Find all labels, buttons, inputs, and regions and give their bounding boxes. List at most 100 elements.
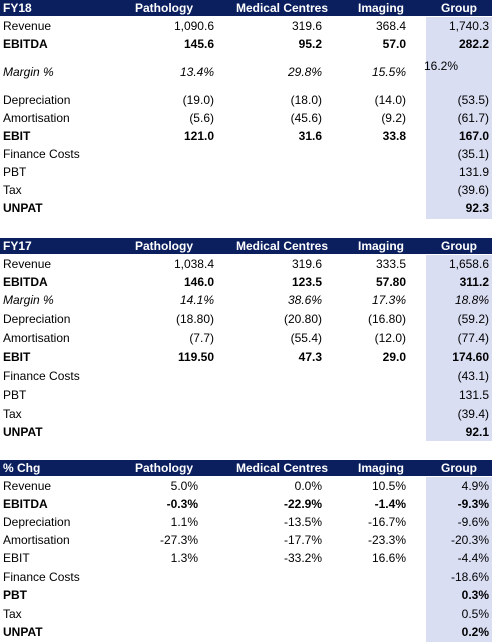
chg-header-row: % Chg Pathology Medical Centres Imaging … bbox=[0, 460, 492, 476]
table-row: Tax (39.4) bbox=[0, 405, 492, 423]
row-label: Margin % bbox=[3, 65, 54, 79]
row-label: Depreciation bbox=[3, 312, 71, 326]
row-label: Finance Costs bbox=[3, 369, 80, 383]
cell-group: 282.2 bbox=[458, 37, 489, 51]
row-label: EBITDA bbox=[3, 37, 48, 51]
cell-medical-centres: -17.7% bbox=[283, 533, 322, 547]
table-row: Revenue 1,090.6 319.6 368.4 1,740.3 bbox=[0, 17, 492, 35]
table-row: UNPAT 0.2% bbox=[0, 623, 492, 641]
cell-pathology: 13.4% bbox=[179, 65, 214, 79]
row-label: Revenue bbox=[3, 19, 52, 33]
cell-imaging: 57.0 bbox=[382, 37, 406, 51]
table-row: EBIT 119.50 47.3 29.0 174.60 bbox=[0, 348, 492, 366]
cell-medical-centres: 95.2 bbox=[298, 37, 322, 51]
row-label: PBT bbox=[3, 588, 27, 602]
row-label: Amortisation bbox=[3, 533, 70, 547]
cell-medical-centres: 319.6 bbox=[291, 257, 322, 271]
cell-pathology: -27.3% bbox=[159, 533, 198, 547]
table-row: PBT 131.5 bbox=[0, 386, 492, 404]
row-label: UNPAT bbox=[3, 425, 43, 439]
row-label: PBT bbox=[3, 388, 27, 402]
cell-medical-centres: (45.6) bbox=[290, 111, 322, 125]
cell-group: (61.7) bbox=[457, 111, 489, 125]
row-label: Margin % bbox=[3, 293, 54, 307]
col-medical-centres: Medical Centres bbox=[235, 1, 329, 15]
fy18-title: FY18 bbox=[3, 1, 32, 15]
cell-medical-centres: -13.5% bbox=[283, 515, 322, 529]
table-row: Amortisation (7.7) (55.4) (12.0) (77.4) bbox=[0, 329, 492, 347]
cell-medical-centres: 0.0% bbox=[294, 479, 322, 493]
cell-pathology: -0.3% bbox=[166, 497, 198, 511]
row-label: PBT bbox=[3, 165, 27, 179]
row-label: Tax bbox=[3, 407, 22, 421]
table-row: Depreciation (18.80) (20.80) (16.80) (59… bbox=[0, 310, 492, 328]
cell-group: 131.5 bbox=[458, 388, 489, 402]
cell-medical-centres: (20.80) bbox=[283, 312, 322, 326]
cell-group: -18.6% bbox=[450, 570, 489, 584]
cell-group: 131.9 bbox=[458, 165, 489, 179]
col-medical-centres: Medical Centres bbox=[235, 239, 329, 253]
cell-medical-centres: 319.6 bbox=[291, 19, 322, 33]
cell-pathology: (7.7) bbox=[189, 331, 214, 345]
cell-imaging: 368.4 bbox=[375, 19, 406, 33]
cell-group: (35.1) bbox=[457, 147, 489, 161]
cell-imaging: (12.0) bbox=[374, 331, 406, 345]
cell-imaging: -1.4% bbox=[374, 497, 406, 511]
cell-imaging: 57.80 bbox=[375, 275, 406, 289]
cell-group: 311.2 bbox=[459, 275, 489, 289]
row-label: UNPAT bbox=[3, 625, 43, 639]
cell-imaging: 33.8 bbox=[382, 129, 406, 143]
cell-imaging: 17.3% bbox=[371, 293, 406, 307]
table-row: Tax 0.5% bbox=[0, 605, 492, 623]
cell-imaging: 333.5 bbox=[375, 257, 406, 271]
table-row: PBT 131.9 bbox=[0, 163, 492, 181]
row-label: EBITDA bbox=[3, 497, 48, 511]
table-row: UNPAT 92.1 bbox=[0, 423, 492, 441]
cell-medical-centres: -22.9% bbox=[283, 497, 322, 511]
cell-group: -20.3% bbox=[450, 533, 489, 547]
col-pathology: Pathology bbox=[134, 461, 193, 475]
cell-imaging: 16.6% bbox=[371, 551, 406, 565]
cell-group: 0.2% bbox=[461, 625, 489, 639]
cell-imaging: 10.5% bbox=[371, 479, 406, 493]
cell-medical-centres: 38.6% bbox=[287, 293, 322, 307]
cell-pathology: 1,038.4 bbox=[173, 257, 214, 271]
cell-pathology: 121.0 bbox=[183, 129, 214, 143]
cell-group: -9.3% bbox=[457, 497, 489, 511]
cell-group: 0.3% bbox=[461, 588, 489, 602]
cell-pathology: 1,090.6 bbox=[173, 19, 214, 33]
row-label: Depreciation bbox=[3, 515, 71, 529]
cell-pathology: (19.0) bbox=[182, 93, 214, 107]
table-row: Revenue 1,038.4 319.6 333.5 1,658.6 bbox=[0, 255, 492, 273]
cell-imaging: -23.3% bbox=[367, 533, 406, 547]
cell-group: (39.6) bbox=[457, 183, 489, 197]
cell-group: 92.3 bbox=[465, 201, 489, 215]
cell-imaging: (14.0) bbox=[374, 93, 406, 107]
cell-medical-centres: -33.2% bbox=[283, 551, 322, 565]
table-row: EBITDA 145.6 95.2 57.0 282.2 bbox=[0, 35, 492, 53]
cell-group: (43.1) bbox=[457, 369, 489, 383]
table-row: Depreciation 1.1% -13.5% -16.7% -9.6% bbox=[0, 513, 492, 531]
cell-imaging: 15.5% bbox=[371, 65, 406, 79]
cell-medical-centres: 47.3 bbox=[298, 350, 322, 364]
col-imaging: Imaging bbox=[357, 1, 404, 15]
col-group: Group bbox=[441, 1, 477, 15]
col-imaging: Imaging bbox=[357, 239, 404, 253]
table-row: UNPAT 92.3 bbox=[0, 199, 492, 217]
table-row: EBIT 121.0 31.6 33.8 167.0 bbox=[0, 127, 492, 145]
cell-pathology: 1.1% bbox=[170, 515, 198, 529]
cell-pathology: (18.80) bbox=[175, 312, 214, 326]
cell-pathology: 145.6 bbox=[183, 37, 214, 51]
row-label: UNPAT bbox=[3, 201, 43, 215]
cell-imaging: -16.7% bbox=[367, 515, 406, 529]
table-row: EBIT 1.3% -33.2% 16.6% -4.4% bbox=[0, 549, 492, 567]
cell-medical-centres: (18.0) bbox=[290, 93, 322, 107]
cell-medical-centres: 123.5 bbox=[291, 275, 322, 289]
cell-medical-centres: 29.8% bbox=[287, 65, 322, 79]
cell-pathology: (5.6) bbox=[189, 111, 214, 125]
row-label: Tax bbox=[3, 183, 22, 197]
cell-group: 4.9% bbox=[461, 479, 489, 493]
cell-group: 18.8% bbox=[454, 293, 489, 307]
col-group: Group bbox=[441, 239, 477, 253]
fy18-header-row: FY18 Pathology Medical Centres Imaging G… bbox=[0, 0, 492, 16]
